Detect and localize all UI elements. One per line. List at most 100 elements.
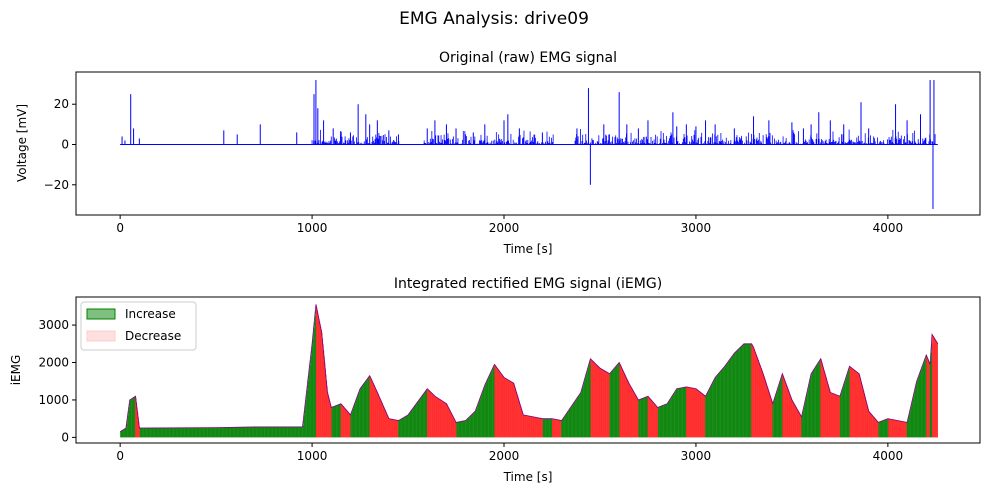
iemg-increase-bar <box>492 368 494 438</box>
iemg-decrease-bar <box>604 371 606 438</box>
iemg-decrease-bar <box>796 408 798 438</box>
iemg-decrease-bar <box>648 396 649 438</box>
iemg-decrease-bar <box>528 415 530 438</box>
iemg-decrease-bar <box>433 394 435 438</box>
iemg-increase-bar <box>359 391 360 438</box>
iemg-decrease-bar <box>497 369 499 438</box>
iemg-decrease-bar <box>607 372 609 438</box>
iemg-decrease-bar <box>139 426 140 438</box>
iemg-increase-bar <box>483 388 485 438</box>
iemg-decrease-bar <box>754 349 755 438</box>
iemg-decrease-bar <box>698 390 700 438</box>
iemg-increase-bar <box>466 419 467 438</box>
iemg-increase-bar <box>158 427 160 438</box>
iemg-decrease-bar <box>652 401 654 438</box>
iemg-increase-bar <box>154 427 156 438</box>
iemg-decrease-bar <box>837 395 838 438</box>
iemg-increase-bar <box>714 378 716 438</box>
iemg-increase-bar <box>249 427 250 438</box>
iemg-increase-bar <box>463 420 465 438</box>
iemg-increase-bar <box>215 427 216 438</box>
iemg-increase-bar <box>467 418 469 438</box>
iemg-increase-bar <box>128 406 130 438</box>
iemg-increase-bar <box>612 370 614 438</box>
iemg-increase-bar <box>707 392 709 438</box>
iemg-increase-bar <box>193 427 195 438</box>
iemg-decrease-bar <box>453 417 455 438</box>
iemg-decrease-bar <box>371 378 372 438</box>
iemg-decrease-bar <box>788 391 790 438</box>
iemg-increase-bar <box>277 426 279 438</box>
iemg-increase-bar <box>412 409 413 438</box>
iemg-increase-bar <box>732 356 734 438</box>
iemg-increase-bar <box>469 417 470 438</box>
iemg-decrease-bar <box>316 307 318 438</box>
iemg-decrease-bar <box>855 370 857 438</box>
iemg-increase-bar <box>358 392 360 438</box>
iemg-decrease-bar <box>626 377 628 438</box>
iemg-increase-bar <box>424 392 426 438</box>
iemg-decrease-bar <box>137 412 139 438</box>
iemg-decrease-bar <box>541 418 543 438</box>
iemg-increase-bar <box>480 396 482 438</box>
iemg-decrease-bar <box>831 393 833 438</box>
iemg-decrease-bar <box>535 417 537 438</box>
iemg-decrease-bar <box>513 384 515 438</box>
iemg-decrease-bar <box>633 391 635 438</box>
iemg-decrease-bar <box>695 388 697 438</box>
iemg-decrease-bar <box>520 405 522 438</box>
iemg-increase-bar <box>356 399 358 438</box>
iemg-increase-bar <box>572 404 574 438</box>
iemg-increase-bar <box>164 427 166 438</box>
iemg-increase-bar <box>806 394 808 438</box>
iemg-increase-bar <box>814 368 816 438</box>
iemg-increase-bar <box>887 418 888 438</box>
iemg-decrease-bar <box>378 395 380 438</box>
iemg-decrease-bar <box>441 400 443 438</box>
iemg-decrease-bar <box>838 395 840 438</box>
iemg-increase-bar <box>843 385 845 438</box>
iemg-decrease-bar <box>498 369 500 438</box>
iemg-increase-bar <box>333 406 334 438</box>
iemg-decrease-bar <box>800 415 802 438</box>
iemg-increase-bar <box>475 410 477 438</box>
iemg-increase-bar <box>266 426 268 438</box>
iemg-increase-bar <box>589 360 591 438</box>
iemg-increase-bar <box>257 426 258 438</box>
iemg-decrease-bar <box>371 380 373 438</box>
iemg-increase-bar <box>127 415 129 438</box>
iemg-decrease-bar <box>497 368 499 438</box>
iemg-increase-bar <box>244 427 246 438</box>
iemg-increase-bar <box>581 388 583 438</box>
iemg-increase-bar <box>209 427 211 438</box>
iemg-decrease-bar <box>372 381 374 438</box>
iemg-increase-bar <box>211 427 213 438</box>
iemg-increase-bar <box>362 385 364 438</box>
iemg-ticks: 0 1000 2000 3000 4000 0 1000 2000 3000 <box>38 318 903 463</box>
iemg-decrease-bar <box>327 392 329 438</box>
iemg-increase-bar <box>549 418 550 438</box>
iemg-increase-bar <box>920 370 922 438</box>
iemg-increase-bar <box>227 427 229 438</box>
iemg-increase-bar <box>165 427 166 438</box>
iemg-decrease-bar <box>756 356 758 438</box>
iemg-decrease-bar <box>857 372 859 438</box>
iemg-increase-bar <box>336 405 337 438</box>
iemg-increase-bar <box>718 372 720 438</box>
iemg-increase-bar <box>589 362 591 438</box>
iemg-increase-bar <box>152 427 154 438</box>
iemg-decrease-bar <box>512 382 514 438</box>
iemg-decrease-bar <box>379 396 381 438</box>
iemg-increase-bar <box>181 427 183 438</box>
iemg-decrease-bar <box>903 421 905 438</box>
iemg-decrease-bar <box>686 386 687 438</box>
iemg-increase-bar <box>779 382 781 438</box>
iemg-decrease-bar <box>834 394 836 438</box>
iemg-increase-bar <box>906 422 908 438</box>
iemg-increase-bar <box>542 418 544 438</box>
iemg-increase-bar <box>470 416 472 438</box>
iemg-increase-bar <box>309 365 311 438</box>
iemg-increase-bar <box>332 406 334 438</box>
iemg-increase-bar <box>662 405 664 438</box>
iemg-decrease-bar <box>868 408 869 438</box>
